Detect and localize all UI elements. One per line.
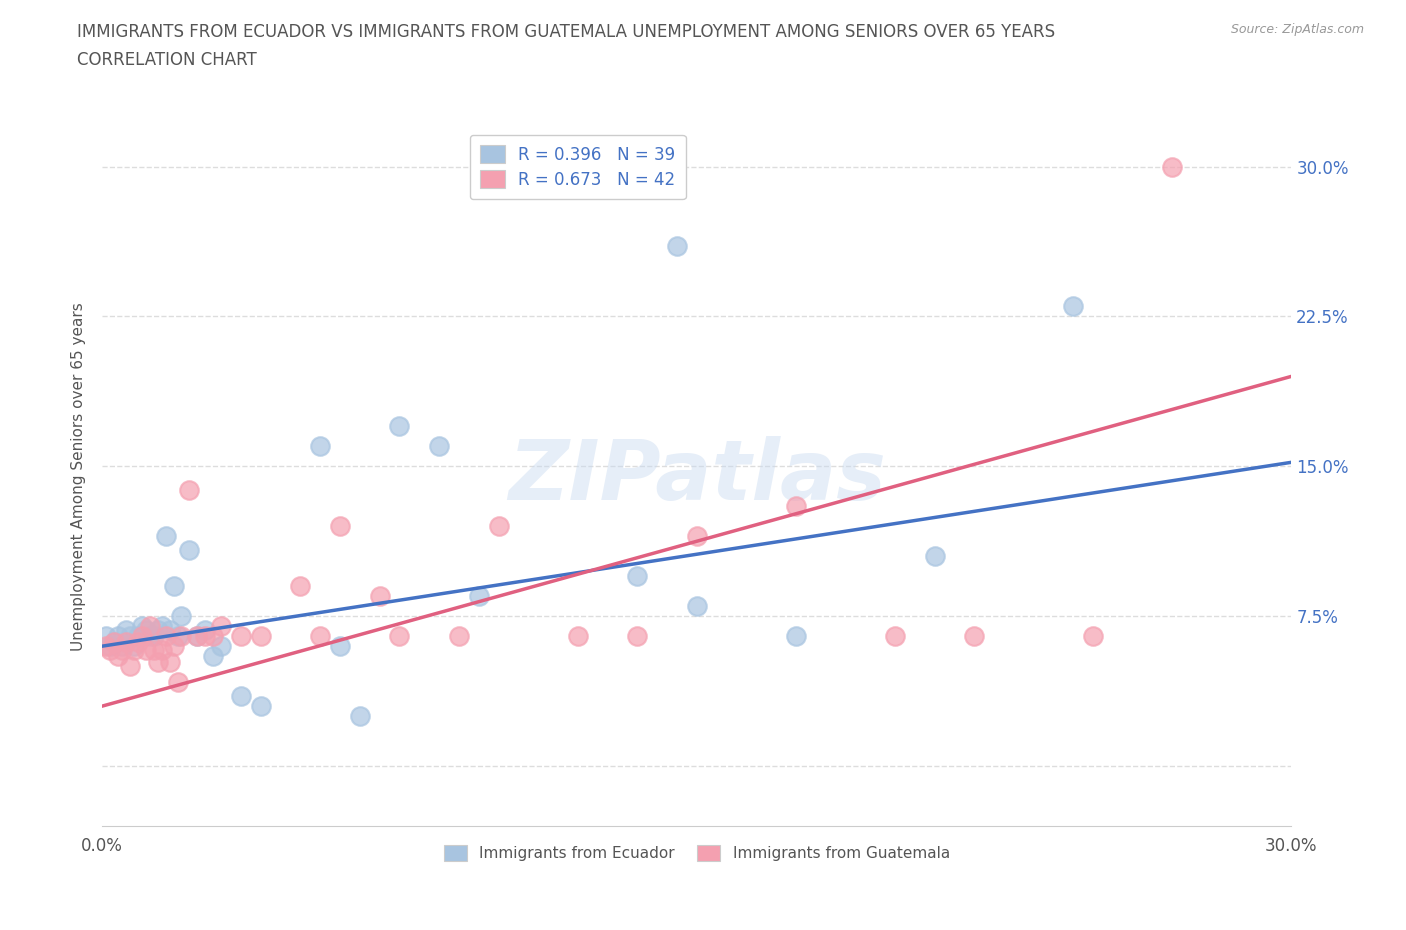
Point: [1081, 629, 1104, 644]
Point: [131, 629, 153, 644]
Point: [309, 439, 332, 454]
Text: Source: ZipAtlas.com: Source: ZipAtlas.com: [1230, 23, 1364, 36]
Point: [665, 239, 688, 254]
Point: [159, 623, 181, 638]
Point: [309, 629, 332, 644]
Point: [142, 643, 165, 658]
Point: [122, 639, 145, 654]
Point: [368, 589, 391, 604]
Point: [107, 649, 129, 664]
Point: [162, 578, 184, 593]
Point: [118, 629, 141, 644]
Point: [447, 629, 470, 644]
Point: [785, 498, 807, 513]
Legend: Immigrants from Ecuador, Immigrants from Guatemala: Immigrants from Ecuador, Immigrants from…: [437, 839, 956, 868]
Point: [567, 629, 589, 644]
Point: [1062, 299, 1084, 314]
Point: [179, 543, 201, 558]
Point: [107, 629, 129, 644]
Point: [924, 549, 946, 564]
Point: [249, 629, 271, 644]
Text: IMMIGRANTS FROM ECUADOR VS IMMIGRANTS FROM GUATEMALA UNEMPLOYMENT AMONG SENIORS : IMMIGRANTS FROM ECUADOR VS IMMIGRANTS FR…: [77, 23, 1056, 41]
Point: [1161, 159, 1184, 174]
Text: ZIPatlas: ZIPatlas: [508, 436, 886, 517]
Point: [209, 639, 232, 654]
Point: [96, 629, 118, 644]
Point: [349, 709, 371, 724]
Point: [155, 529, 177, 544]
Point: [170, 609, 193, 624]
Point: [166, 674, 188, 689]
Point: [98, 639, 121, 654]
Point: [249, 698, 271, 713]
Point: [229, 689, 252, 704]
Point: [127, 635, 149, 650]
Point: [170, 629, 193, 644]
Point: [115, 623, 138, 638]
Point: [155, 629, 177, 644]
Point: [202, 629, 225, 644]
Point: [194, 623, 217, 638]
Point: [626, 629, 648, 644]
Point: [626, 569, 648, 584]
Y-axis label: Unemployment Among Seniors over 65 years: Unemployment Among Seniors over 65 years: [72, 302, 86, 651]
Point: [111, 643, 134, 658]
Point: [194, 629, 217, 644]
Point: [388, 418, 411, 433]
Point: [884, 629, 907, 644]
Point: [103, 635, 125, 650]
Point: [142, 629, 165, 644]
Point: [209, 618, 232, 633]
Point: [388, 629, 411, 644]
Point: [179, 483, 201, 498]
Point: [115, 635, 138, 650]
Point: [785, 629, 807, 644]
Point: [686, 599, 709, 614]
Point: [488, 519, 510, 534]
Point: [135, 623, 157, 638]
Point: [290, 578, 312, 593]
Point: [166, 629, 188, 644]
Point: [186, 629, 208, 644]
Point: [118, 658, 141, 673]
Point: [98, 643, 121, 658]
Point: [186, 629, 208, 644]
Point: [162, 639, 184, 654]
Point: [202, 649, 225, 664]
Point: [159, 655, 181, 670]
Point: [468, 589, 491, 604]
Point: [229, 629, 252, 644]
Text: CORRELATION CHART: CORRELATION CHART: [77, 51, 257, 69]
Point: [146, 623, 169, 638]
Point: [111, 639, 134, 654]
Point: [135, 643, 157, 658]
Point: [150, 618, 173, 633]
Point: [131, 618, 153, 633]
Point: [427, 439, 450, 454]
Point: [127, 629, 149, 644]
Point: [139, 618, 162, 633]
Point: [96, 639, 118, 654]
Point: [150, 643, 173, 658]
Point: [103, 635, 125, 650]
Point: [329, 519, 352, 534]
Point: [686, 529, 709, 544]
Point: [329, 639, 352, 654]
Point: [139, 629, 162, 644]
Point: [122, 643, 145, 658]
Point: [963, 629, 986, 644]
Point: [146, 655, 169, 670]
